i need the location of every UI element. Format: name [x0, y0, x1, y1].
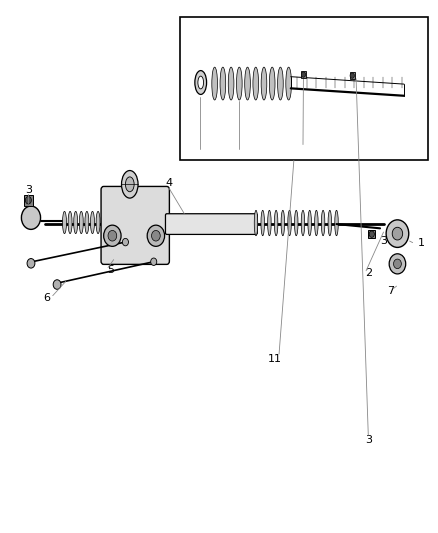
Ellipse shape — [195, 70, 207, 94]
Ellipse shape — [308, 211, 311, 236]
Circle shape — [147, 225, 165, 246]
Ellipse shape — [121, 171, 138, 198]
Text: 3: 3 — [25, 184, 32, 195]
Circle shape — [392, 227, 403, 240]
Circle shape — [108, 230, 117, 241]
Ellipse shape — [254, 211, 258, 236]
Ellipse shape — [245, 67, 251, 100]
Text: 2: 2 — [366, 269, 373, 278]
Circle shape — [27, 259, 35, 268]
Ellipse shape — [269, 67, 275, 100]
FancyBboxPatch shape — [368, 230, 375, 238]
Circle shape — [104, 225, 121, 246]
Ellipse shape — [253, 67, 258, 100]
Ellipse shape — [328, 211, 332, 236]
Circle shape — [151, 258, 157, 265]
Text: 8: 8 — [197, 149, 204, 158]
Circle shape — [152, 230, 160, 241]
Text: 4: 4 — [166, 177, 173, 188]
Ellipse shape — [96, 212, 100, 233]
Ellipse shape — [79, 212, 83, 233]
Ellipse shape — [314, 211, 318, 236]
Ellipse shape — [321, 211, 325, 236]
Circle shape — [25, 197, 32, 204]
FancyBboxPatch shape — [301, 71, 307, 78]
Ellipse shape — [212, 67, 218, 100]
FancyBboxPatch shape — [101, 187, 170, 264]
Ellipse shape — [91, 212, 95, 233]
Ellipse shape — [281, 211, 285, 236]
Text: 1: 1 — [418, 238, 425, 248]
Ellipse shape — [335, 211, 338, 236]
Ellipse shape — [286, 67, 291, 100]
Text: 10: 10 — [295, 134, 309, 144]
Ellipse shape — [228, 67, 234, 100]
Ellipse shape — [220, 67, 226, 100]
Circle shape — [386, 220, 409, 247]
Ellipse shape — [288, 211, 291, 236]
FancyBboxPatch shape — [350, 72, 355, 79]
Ellipse shape — [198, 76, 204, 89]
Text: 6: 6 — [44, 293, 50, 303]
Ellipse shape — [274, 211, 278, 236]
Text: 11: 11 — [268, 354, 282, 364]
Text: 9: 9 — [236, 149, 243, 158]
Circle shape — [350, 73, 354, 78]
Circle shape — [301, 72, 306, 77]
Circle shape — [21, 206, 41, 229]
Ellipse shape — [261, 67, 267, 100]
Text: 3: 3 — [365, 435, 372, 446]
FancyBboxPatch shape — [166, 214, 257, 235]
Ellipse shape — [294, 211, 298, 236]
Text: 7: 7 — [387, 286, 395, 296]
Circle shape — [389, 254, 406, 274]
Circle shape — [53, 280, 61, 289]
Ellipse shape — [102, 212, 106, 233]
FancyBboxPatch shape — [180, 17, 428, 160]
FancyBboxPatch shape — [24, 195, 33, 206]
Ellipse shape — [68, 212, 72, 233]
Circle shape — [122, 238, 128, 246]
Ellipse shape — [237, 67, 242, 100]
Circle shape — [393, 259, 401, 269]
Ellipse shape — [63, 212, 67, 233]
Ellipse shape — [261, 211, 265, 236]
Ellipse shape — [301, 211, 305, 236]
Ellipse shape — [125, 177, 134, 192]
Ellipse shape — [278, 67, 283, 100]
Ellipse shape — [74, 212, 78, 233]
Text: 3: 3 — [380, 236, 387, 246]
Text: 5: 5 — [107, 265, 114, 275]
Ellipse shape — [268, 211, 271, 236]
Circle shape — [369, 231, 374, 237]
Ellipse shape — [85, 212, 89, 233]
